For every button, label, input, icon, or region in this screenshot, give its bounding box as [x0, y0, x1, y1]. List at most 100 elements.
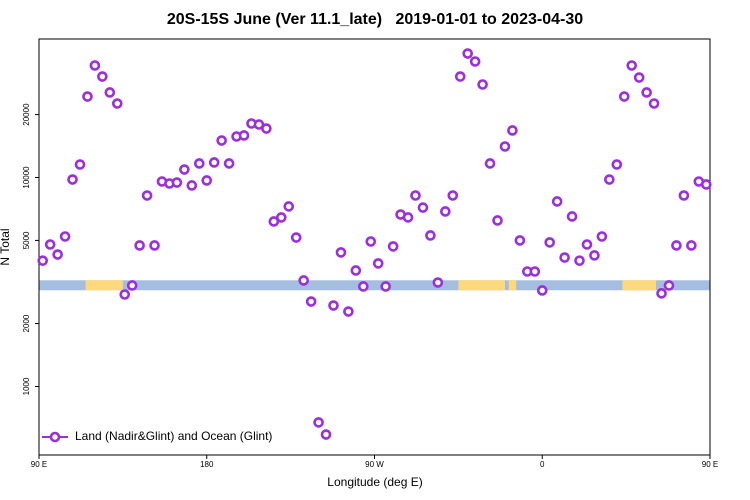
point — [350, 265, 362, 276]
point — [618, 91, 630, 102]
point — [686, 240, 697, 251]
point — [44, 239, 56, 250]
point — [462, 48, 473, 59]
point — [380, 281, 391, 292]
point — [410, 190, 421, 201]
point — [343, 306, 354, 317]
point — [387, 241, 399, 252]
point — [290, 232, 302, 243]
point — [111, 98, 123, 109]
point — [134, 240, 145, 251]
point — [358, 281, 369, 292]
point — [402, 212, 414, 223]
point — [52, 249, 63, 260]
y-tick-label: 10000 — [22, 166, 31, 189]
x-tick-label: 180 — [200, 460, 214, 469]
point — [276, 212, 287, 223]
point — [432, 277, 444, 288]
point — [119, 289, 131, 300]
point — [67, 174, 78, 185]
chart-title: 20S-15S June (Ver 11.1_late) 2019-01-01 … — [167, 11, 583, 28]
point — [74, 159, 86, 170]
point — [529, 266, 541, 277]
point — [171, 177, 183, 188]
point — [671, 240, 682, 251]
point — [544, 237, 556, 248]
point — [574, 255, 585, 266]
point — [417, 202, 429, 213]
point — [82, 91, 93, 102]
x-tick-label: 90 E — [31, 460, 47, 469]
point — [298, 275, 309, 286]
point — [261, 123, 272, 134]
point — [604, 174, 615, 185]
x-tick-label: 0 — [540, 460, 545, 469]
legend-marker — [49, 431, 61, 443]
point — [678, 190, 690, 201]
point — [447, 190, 459, 201]
point — [656, 288, 667, 299]
point — [253, 119, 265, 130]
point — [492, 215, 503, 226]
point — [581, 239, 593, 250]
point — [149, 240, 160, 251]
point — [663, 280, 675, 291]
point — [141, 190, 153, 201]
point — [559, 252, 570, 263]
point — [223, 158, 235, 169]
land-band — [85, 280, 123, 291]
y-tick-label: 2000 — [22, 314, 31, 332]
point — [484, 158, 496, 169]
y-axis-label: N Total — [0, 228, 12, 265]
point — [193, 158, 205, 169]
point — [648, 98, 660, 109]
point — [313, 417, 324, 428]
point — [454, 71, 466, 82]
point — [328, 300, 339, 311]
point — [514, 235, 526, 246]
point — [372, 258, 384, 269]
point — [179, 164, 190, 175]
point — [551, 196, 563, 207]
point — [700, 179, 712, 190]
point — [469, 56, 481, 67]
point — [365, 236, 377, 247]
point — [499, 141, 511, 152]
point — [216, 135, 227, 146]
y-tick-label: 20000 — [22, 103, 31, 126]
point — [335, 247, 347, 258]
point — [633, 72, 645, 83]
point — [507, 125, 518, 136]
point — [59, 231, 71, 242]
point — [589, 250, 600, 261]
point — [320, 429, 332, 440]
point — [611, 159, 623, 170]
x-tick-label: 90 E — [702, 460, 718, 469]
point — [626, 60, 638, 71]
point — [208, 157, 220, 168]
x-tick-label: 90 W — [365, 460, 384, 469]
ocean-band — [39, 280, 710, 291]
land-band — [458, 280, 505, 291]
point — [566, 211, 578, 222]
point — [305, 296, 317, 307]
x-axis-label: Longitude (deg E) — [327, 475, 422, 489]
point — [104, 87, 116, 98]
point — [201, 175, 213, 186]
point — [477, 79, 488, 90]
point — [268, 216, 280, 227]
land-band — [622, 280, 656, 291]
land-band — [508, 280, 517, 291]
point — [641, 87, 652, 98]
legend-label: Land (Nadir&Glint) and Ocean (Glint) — [75, 429, 272, 443]
point — [536, 285, 548, 296]
point — [238, 130, 250, 141]
y-tick-label: 1000 — [22, 377, 31, 395]
point — [186, 180, 198, 191]
point — [596, 231, 608, 242]
point — [97, 71, 108, 82]
point — [283, 201, 295, 212]
point — [425, 230, 436, 241]
point — [126, 280, 138, 291]
